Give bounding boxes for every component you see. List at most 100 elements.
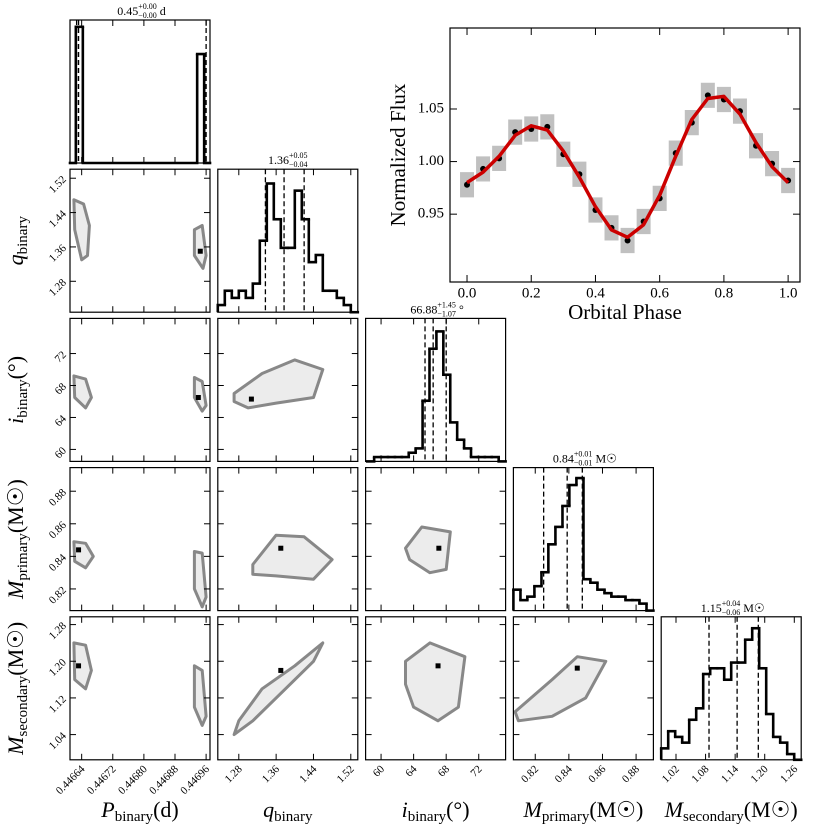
hist-title: 0.45+0.00 −0.00 d — [117, 2, 166, 20]
x-tick-label: 0.8 — [715, 285, 734, 301]
title-unit: d — [160, 4, 166, 18]
axis-label: Mprimary(M☉) — [523, 797, 644, 825]
y-tick-label: 1.20 — [47, 656, 69, 678]
label-subscript: binary — [408, 809, 447, 825]
y-tick-label: 1.28 — [47, 276, 69, 298]
panel: 1.02 1.08 1.14 1.20 1.26 — [660, 616, 803, 785]
title-minus: −1.07 — [437, 309, 456, 318]
contour — [72, 198, 91, 262]
y-tick-label: 64 — [53, 413, 70, 430]
y-tick-label: 1.44 — [47, 208, 69, 230]
y-tick-label: 1.04 — [47, 730, 69, 752]
model-line — [466, 94, 790, 240]
x-tick-label: 1.26 — [778, 763, 800, 785]
contour — [192, 664, 208, 727]
y-tick-label: 72 — [53, 349, 69, 365]
title-minus: −0.06 — [722, 608, 741, 617]
title-unit: ° — [459, 302, 464, 316]
axis-label: ibinary(°) — [3, 356, 31, 424]
peak-point — [197, 248, 203, 254]
title-unit: M☉ — [595, 451, 616, 465]
axis-label: qbinary — [3, 216, 31, 266]
axis-label: Pbinary(d) — [100, 797, 178, 825]
axis-label: Mprimary(M☉) — [3, 479, 31, 600]
peak-point — [278, 545, 284, 551]
title-plus: +0.01 — [574, 449, 593, 458]
title-value: 1.15 — [701, 601, 722, 615]
title-value: 0.84 — [553, 451, 574, 465]
panel-frame — [365, 467, 507, 612]
x-tick-label: 1.52 — [335, 763, 357, 785]
title-value: 66.88 — [410, 302, 437, 316]
panel-frame — [660, 616, 802, 761]
x-tick-label: 1.08 — [689, 763, 711, 785]
panel-frame — [69, 19, 211, 164]
label-unit: (M☉) — [3, 622, 28, 676]
y-tick-label: 1.00 — [418, 153, 444, 169]
contour — [232, 358, 325, 410]
y-tick-label: 60 — [53, 444, 70, 461]
title-plus: +1.45 — [437, 300, 456, 309]
hist-title: 1.15+0.04 −0.06 M☉ — [701, 599, 765, 617]
x-tick-label: 60 — [371, 763, 388, 780]
x-tick-label: 1.0 — [779, 285, 798, 301]
label-subscript: secondary — [15, 675, 31, 736]
label-symbol: q — [3, 254, 28, 265]
label-subscript: binary — [274, 809, 313, 825]
panel: 60 64 68 72 — [365, 616, 507, 780]
x-tick-label: 1.28 — [223, 763, 245, 785]
peak-point — [76, 663, 82, 669]
label-subscript: binary — [15, 216, 31, 255]
y-tick-label: 1.36 — [47, 242, 69, 264]
x-tick-label: 0.88 — [620, 763, 642, 785]
panel-frame — [217, 467, 359, 612]
title-unit: M☉ — [743, 601, 764, 615]
y-tick-label: 0.86 — [47, 519, 69, 541]
x-tick-label: 1.44 — [297, 763, 319, 785]
label-subscript: primary — [542, 809, 590, 825]
panel-frame — [512, 616, 655, 761]
panel: 0.82 0.84 0.86 0.88 — [47, 467, 211, 612]
label-subscript: binary — [15, 379, 31, 418]
label-subscript: secondary — [683, 809, 744, 825]
panel — [365, 317, 507, 463]
label-symbol: M — [523, 797, 544, 822]
y-tick-label: 68 — [53, 381, 70, 398]
label-unit: (°) — [3, 356, 28, 379]
panel-frame — [512, 467, 655, 612]
x-tick-label: 1.36 — [260, 763, 282, 785]
title-minus: −0.01 — [574, 458, 593, 467]
panel-frame — [69, 317, 211, 462]
y-tick-label: 1.52 — [47, 174, 69, 196]
peak-point — [574, 665, 580, 671]
label-symbol: P — [100, 797, 114, 822]
panel — [512, 467, 655, 612]
y-tick-label: 0.88 — [47, 486, 69, 508]
peak-point — [195, 394, 201, 400]
x-tick-label: 0.44696 — [178, 763, 212, 797]
contour — [251, 533, 334, 581]
label-unit: (M☉) — [589, 797, 643, 822]
x-tick-label: 0.2 — [522, 285, 541, 301]
hist-title: 66.88+1.45 −1.07 ° — [410, 300, 464, 318]
title-minus: −0.04 — [289, 160, 308, 169]
label-symbol: M — [3, 579, 28, 600]
title-plus: +0.05 — [289, 151, 308, 160]
x-tick-label: 1.20 — [749, 763, 771, 785]
label-symbol: i — [402, 797, 408, 822]
peak-point — [278, 667, 284, 673]
x-tick-label: 0.44680 — [116, 763, 150, 797]
contour — [192, 224, 208, 270]
x-tick-label: 0.44688 — [147, 763, 181, 797]
title-value: 0.45 — [117, 4, 138, 18]
panel — [68, 19, 212, 165]
label-symbol: i — [3, 418, 28, 424]
title-minus: −0.00 — [138, 11, 157, 20]
axis-label: Msecondary(M☉) — [664, 797, 798, 825]
title-plus: +0.00 — [138, 2, 157, 11]
panel — [216, 168, 360, 314]
label-symbol: M — [664, 797, 685, 822]
peak-point — [435, 663, 441, 669]
